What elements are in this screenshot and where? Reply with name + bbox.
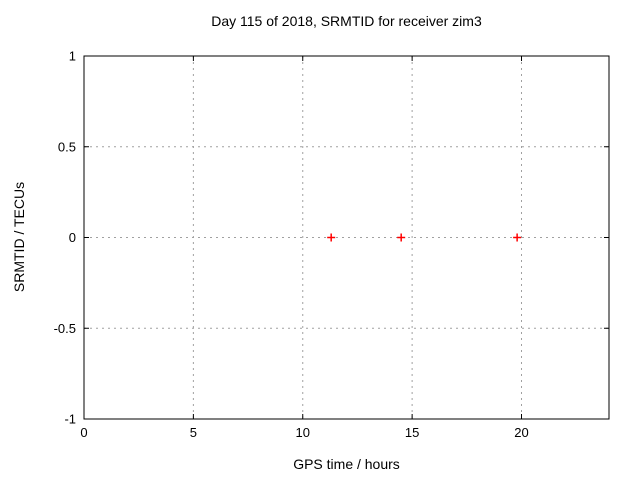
x-tick-label: 0 bbox=[80, 425, 87, 440]
x-tick-label: 5 bbox=[190, 425, 197, 440]
y-tick-label: -1 bbox=[64, 412, 76, 427]
y-tick-label: 0.5 bbox=[58, 139, 76, 154]
y-tick-label: -0.5 bbox=[54, 321, 76, 336]
y-axis-label: SRMTID / TECUs bbox=[11, 181, 27, 293]
x-axis-label: GPS time / hours bbox=[293, 456, 400, 472]
x-tick-label: 15 bbox=[405, 425, 419, 440]
y-tick-label: 1 bbox=[69, 49, 76, 64]
x-tick-label: 20 bbox=[514, 425, 528, 440]
chart-title: Day 115 of 2018, SRMTID for receiver zim… bbox=[211, 13, 482, 29]
y-tick-label: 0 bbox=[69, 230, 76, 245]
x-tick-label: 10 bbox=[296, 425, 310, 440]
